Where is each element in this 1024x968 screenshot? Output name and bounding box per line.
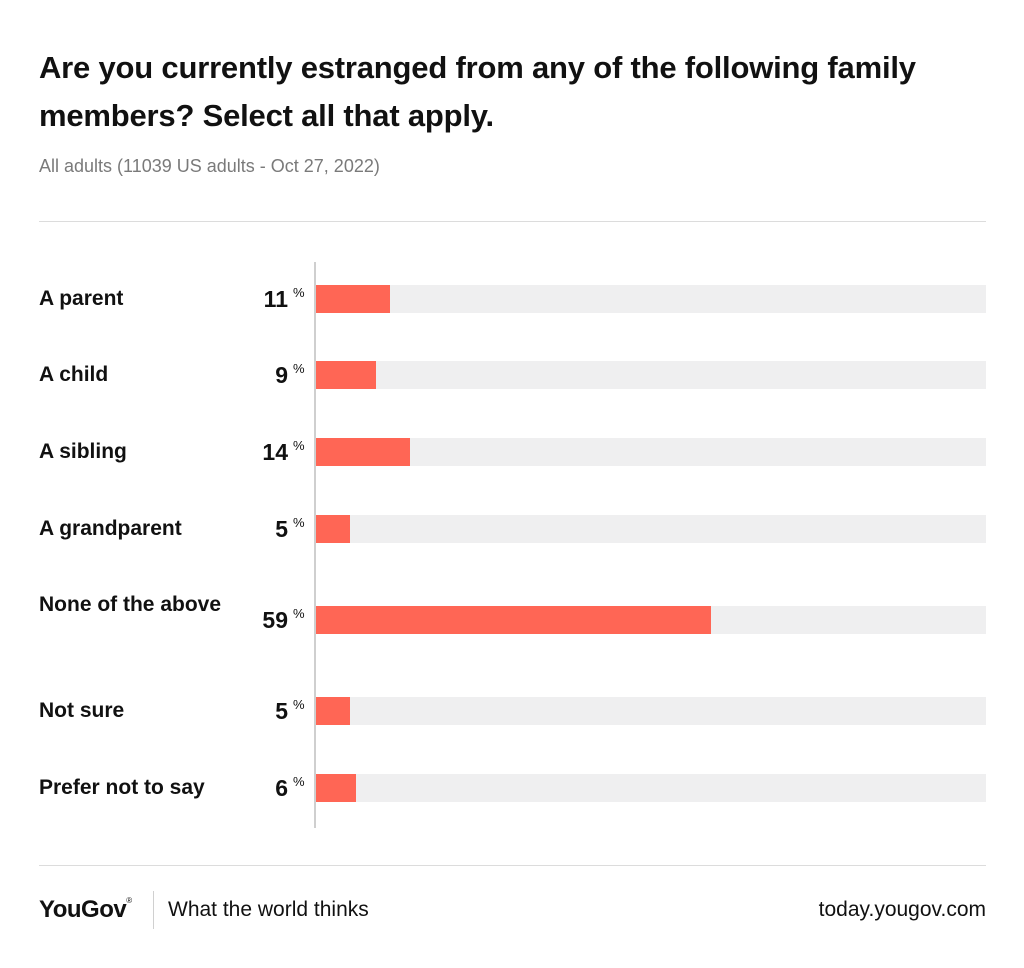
bar-a-sibling	[316, 438, 410, 466]
category-label-a-sibling: A sibling	[39, 440, 127, 463]
bar-prefer-not-to-say	[316, 774, 357, 802]
value-label-a-grandparent: 5	[275, 516, 288, 542]
footer-separator	[153, 891, 154, 929]
category-label-a-parent: A parent	[39, 287, 124, 310]
category-label-a-child: A child	[39, 363, 109, 386]
percent-sign: %	[293, 606, 305, 621]
top-divider	[39, 221, 986, 222]
bar-a-grandparent	[316, 515, 350, 543]
category-label-not-sure: Not sure	[39, 699, 125, 722]
footer-url-link[interactable]: today.yougov.com	[818, 898, 986, 921]
chart-title: Are you currently estranged from any of …	[39, 50, 916, 133]
axis-line	[314, 262, 316, 828]
bottom-divider	[39, 865, 986, 866]
percent-sign: %	[293, 438, 305, 453]
percent-sign: %	[293, 285, 305, 300]
bar-track-not-sure	[316, 697, 986, 725]
bar-none-of-the-above	[316, 606, 712, 634]
value-label-a-parent: 11	[263, 286, 288, 312]
value-label-a-child: 9	[275, 362, 288, 388]
percent-sign: %	[293, 697, 305, 712]
bar-track-a-sibling	[316, 438, 986, 466]
value-label-prefer-not-to-say: 6	[275, 775, 288, 801]
percent-sign: %	[293, 515, 305, 530]
bar-a-parent	[316, 285, 390, 313]
bar-track-a-parent	[316, 285, 986, 313]
percent-sign: %	[293, 774, 305, 789]
chart-subtitle: All adults (11039 US adults - Oct 27, 20…	[39, 156, 380, 176]
bar-not-sure	[316, 697, 350, 725]
bar-track-prefer-not-to-say	[316, 774, 986, 802]
category-label-a-grandparent: A grandparent	[39, 517, 182, 540]
bar-a-child	[316, 361, 377, 389]
footer-tagline: What the world thinks	[168, 898, 369, 921]
bar-track-a-child	[316, 361, 986, 389]
value-label-a-sibling: 14	[262, 439, 288, 465]
bar-track-a-grandparent	[316, 515, 986, 543]
value-label-none-of-the-above: 59	[262, 607, 288, 633]
percent-sign: %	[293, 361, 305, 376]
category-label-none-of-the-above: None of the above	[39, 593, 222, 616]
value-label-not-sure: 5	[275, 698, 288, 724]
category-label-prefer-not-to-say: Prefer not to say	[39, 776, 205, 799]
yougov-logo[interactable]: YouGov®	[39, 896, 132, 923]
